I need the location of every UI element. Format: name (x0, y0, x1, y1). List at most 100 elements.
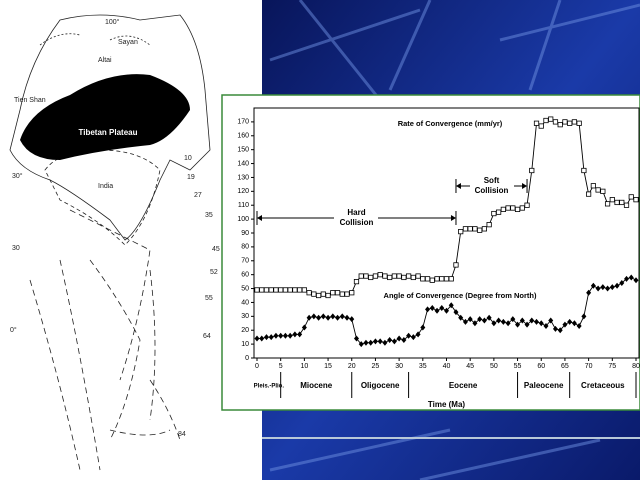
point (505, 205, 511, 211)
y-tick-label: 50 (241, 285, 249, 292)
point (519, 317, 525, 324)
point (282, 287, 289, 293)
point (263, 334, 269, 341)
point (263, 287, 270, 293)
point (534, 318, 540, 325)
point (353, 335, 359, 342)
y-tick-label: 160 (237, 133, 249, 140)
x-tick-label: 10 (300, 363, 308, 370)
point (259, 335, 265, 342)
annotation: Hard Collision (334, 208, 379, 228)
map-label: India (98, 183, 113, 190)
point (562, 321, 568, 328)
point (287, 332, 293, 339)
point (623, 202, 630, 208)
point (510, 205, 516, 211)
point (543, 323, 549, 330)
point (301, 324, 307, 331)
point (619, 199, 625, 206)
map-label: 64 (203, 333, 211, 340)
x-tick-label: 15 (324, 363, 332, 370)
point (363, 273, 369, 279)
point (311, 291, 317, 297)
point (344, 291, 350, 297)
point (590, 183, 596, 189)
point (429, 305, 435, 311)
point (586, 289, 592, 296)
point (552, 325, 558, 332)
point (301, 287, 307, 293)
arrow-head (455, 183, 461, 189)
point (377, 338, 383, 345)
point (315, 292, 322, 299)
point (349, 316, 355, 323)
point (254, 287, 260, 293)
point (486, 222, 492, 228)
point (382, 339, 388, 346)
epoch-label: Pleis.-Plio. (254, 384, 285, 390)
point (462, 318, 468, 325)
point (278, 287, 284, 293)
point (515, 321, 521, 328)
point (552, 119, 559, 125)
point (410, 274, 416, 281)
y-tick-label: 40 (241, 299, 249, 306)
point (330, 313, 336, 320)
point (538, 123, 544, 129)
map-label: 45 (212, 246, 220, 253)
point (415, 273, 421, 279)
x-tick-label: 45 (466, 363, 474, 370)
arrow-head (522, 183, 528, 189)
point (633, 277, 639, 284)
x-tick-label: 40 (443, 363, 451, 370)
point (524, 321, 530, 328)
point (306, 314, 312, 321)
point (434, 276, 440, 282)
point (353, 279, 360, 285)
point (382, 273, 388, 279)
point (425, 306, 431, 313)
point (491, 320, 497, 327)
point (619, 280, 625, 286)
point (505, 320, 511, 327)
y-tick-label: 150 (237, 147, 249, 154)
x-tick-label: 55 (514, 363, 522, 370)
point (439, 305, 445, 311)
x-tick-label: 5 (279, 363, 283, 370)
point (391, 338, 397, 345)
x-tick-label: 80 (632, 363, 640, 370)
y-tick-label: 60 (241, 272, 249, 279)
arrow-head (450, 215, 456, 221)
point (259, 287, 265, 293)
point (278, 332, 284, 339)
y-tick-label: 100 (237, 216, 249, 223)
point (481, 226, 488, 232)
point (609, 197, 615, 203)
point (387, 274, 393, 281)
point (477, 316, 483, 323)
point (410, 334, 416, 341)
point (372, 338, 378, 345)
y-tick-label: 20 (241, 327, 249, 334)
point (401, 336, 407, 343)
point (604, 201, 611, 207)
point (500, 206, 506, 212)
point (614, 199, 620, 206)
map-label: Tibetan Plateau (79, 128, 138, 137)
y-tick-label: 80 (241, 244, 249, 251)
point (548, 116, 554, 122)
y-tick-label: 120 (237, 188, 249, 195)
x-tick-label: 20 (348, 363, 356, 370)
point (472, 320, 478, 327)
point (420, 276, 426, 282)
epoch-label: Eocene (449, 381, 478, 390)
point (330, 290, 336, 296)
point (372, 273, 379, 279)
point (628, 194, 634, 200)
annotation: Soft Collision (469, 176, 514, 196)
point (481, 317, 487, 324)
point (444, 307, 449, 314)
point (605, 285, 611, 292)
